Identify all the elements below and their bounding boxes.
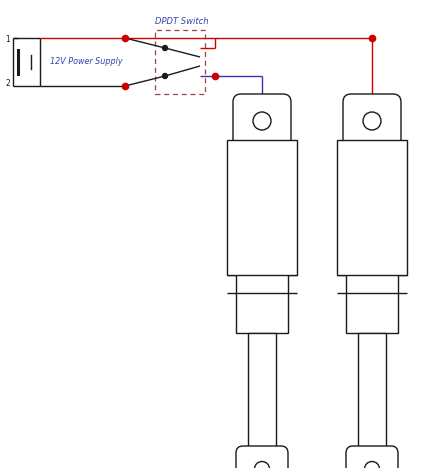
Circle shape bbox=[162, 73, 167, 79]
FancyBboxPatch shape bbox=[343, 94, 401, 148]
FancyBboxPatch shape bbox=[236, 446, 288, 468]
Bar bbox=[346, 293, 398, 333]
Text: 2: 2 bbox=[5, 80, 10, 88]
Bar bbox=[337, 140, 407, 275]
Text: 12V Power Supply: 12V Power Supply bbox=[50, 58, 123, 66]
Bar bbox=[236, 293, 288, 333]
Text: 1: 1 bbox=[5, 36, 10, 44]
Bar bbox=[155, 30, 205, 94]
Bar bbox=[227, 140, 297, 275]
Circle shape bbox=[162, 45, 167, 51]
FancyBboxPatch shape bbox=[346, 446, 398, 468]
FancyBboxPatch shape bbox=[233, 94, 291, 148]
Bar bbox=[248, 333, 276, 453]
Bar bbox=[358, 333, 386, 453]
Text: DPDT Switch: DPDT Switch bbox=[155, 17, 208, 26]
